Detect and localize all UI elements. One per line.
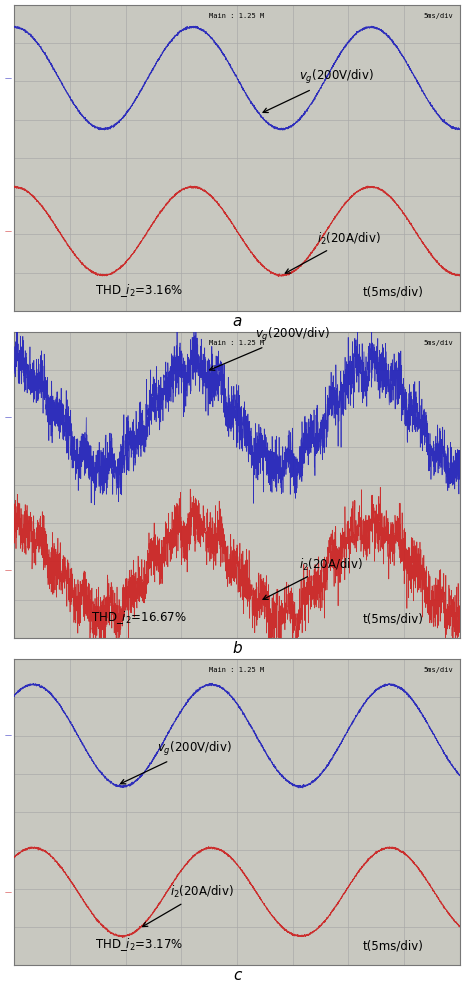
Text: t(5ms/div): t(5ms/div) [363, 285, 423, 298]
Text: b: b [232, 641, 242, 656]
Text: —: — [5, 228, 12, 234]
Text: t(5ms/div): t(5ms/div) [363, 612, 423, 625]
Text: —: — [5, 732, 12, 738]
Text: THD_$i_2$=16.67%: THD_$i_2$=16.67% [91, 608, 187, 625]
Text: t(5ms/div): t(5ms/div) [363, 939, 423, 952]
Text: $v_g$(200V/div): $v_g$(200V/div) [120, 740, 232, 784]
Text: 5ms/div: 5ms/div [423, 13, 453, 19]
Text: $i_2$(20A/div): $i_2$(20A/div) [263, 557, 363, 600]
Text: —: — [5, 567, 12, 573]
Text: —: — [5, 75, 12, 81]
Text: Main : 1.25 M: Main : 1.25 M [210, 13, 264, 19]
Text: —: — [5, 889, 12, 895]
Text: $v_g$(200V/div): $v_g$(200V/div) [210, 326, 329, 371]
Text: 5ms/div: 5ms/div [423, 340, 453, 346]
Text: $i_2$(20A/div): $i_2$(20A/div) [143, 884, 234, 927]
Text: 5ms/div: 5ms/div [423, 667, 453, 673]
Text: c: c [233, 968, 241, 983]
Text: Main : 1.25 M: Main : 1.25 M [210, 667, 264, 673]
Text: THD_$i_2$=3.17%: THD_$i_2$=3.17% [95, 936, 183, 952]
Text: $v_g$(200V/div): $v_g$(200V/div) [263, 68, 374, 113]
Text: a: a [232, 314, 242, 329]
Text: THD_$i_2$=3.16%: THD_$i_2$=3.16% [95, 281, 183, 298]
Text: —: — [5, 414, 12, 420]
Text: $i_2$(20A/div): $i_2$(20A/div) [285, 231, 381, 274]
Text: Main : 1.25 M: Main : 1.25 M [210, 340, 264, 346]
